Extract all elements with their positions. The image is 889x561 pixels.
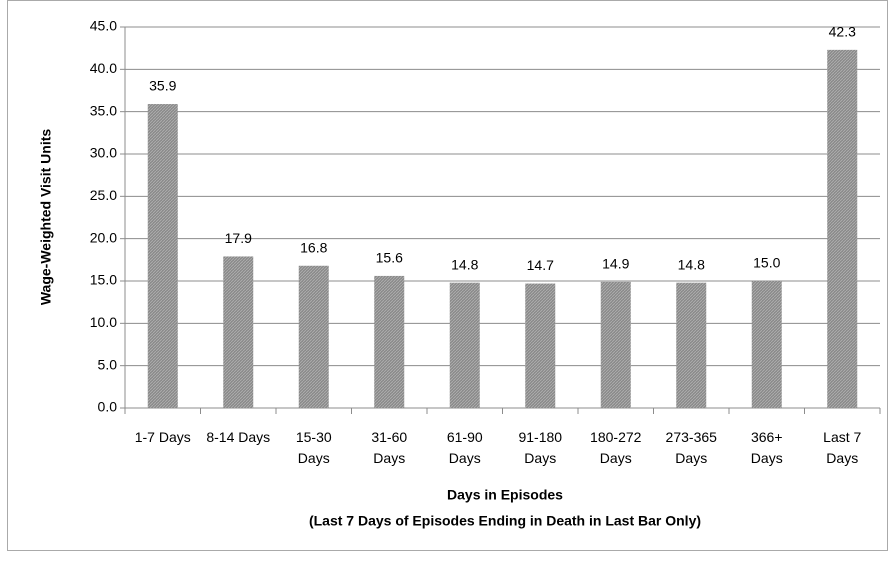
x-tick-label: 61-90 Days	[446, 429, 483, 466]
y-axis-title: Wage-Weighted Visit Units	[38, 129, 54, 306]
data-label: 15.0	[753, 255, 780, 271]
x-tick-label: 8-14 Days	[206, 429, 271, 445]
data-label: 35.9	[149, 78, 176, 94]
data-label: 15.6	[376, 250, 403, 266]
data-label: 14.8	[451, 256, 478, 272]
bar	[449, 282, 480, 408]
x-tick-label: 366+ Days	[750, 429, 783, 466]
x-tick-label: 15-30 Days	[295, 429, 332, 466]
data-label: 16.8	[300, 239, 327, 255]
x-axis-title: Days in Episodes	[447, 487, 563, 503]
bar	[827, 49, 858, 409]
bar	[298, 265, 329, 408]
y-tick-label: 15.0	[90, 272, 117, 288]
bar	[223, 256, 254, 408]
y-tick-label: 20.0	[90, 229, 117, 245]
data-label: 14.9	[602, 256, 629, 272]
y-tick-label: 45.0	[90, 18, 117, 34]
y-tick-label: 0.0	[98, 399, 118, 415]
data-label: 17.9	[225, 230, 252, 246]
data-label: 42.3	[829, 24, 856, 40]
x-tick-label: 91-180 Days	[518, 429, 563, 466]
y-tick-label: 10.0	[90, 314, 117, 330]
bar	[751, 281, 782, 408]
x-axis-subtitle: (Last 7 Days of Episodes Ending in Death…	[309, 513, 701, 529]
bar	[525, 283, 556, 408]
bar	[374, 275, 405, 408]
y-tick-label: 25.0	[90, 187, 117, 203]
x-tick-label: 273-365 Days	[665, 429, 717, 466]
y-tick-label: 30.0	[90, 145, 117, 161]
y-tick-label: 40.0	[90, 60, 117, 76]
x-tick-label: 1-7 Days	[134, 429, 191, 445]
x-tick-label: Last 7 Days	[823, 429, 862, 466]
data-label: 14.7	[527, 257, 554, 273]
data-label: 14.8	[678, 256, 705, 272]
x-tick-label: 31-60 Days	[371, 429, 408, 466]
x-tick-label: 180-272 Days	[590, 429, 642, 466]
y-tick-label: 5.0	[98, 356, 118, 372]
bar	[147, 104, 178, 409]
bar	[676, 282, 707, 408]
chart-border	[7, 0, 888, 551]
bar	[600, 281, 631, 408]
y-tick-label: 35.0	[90, 102, 117, 118]
